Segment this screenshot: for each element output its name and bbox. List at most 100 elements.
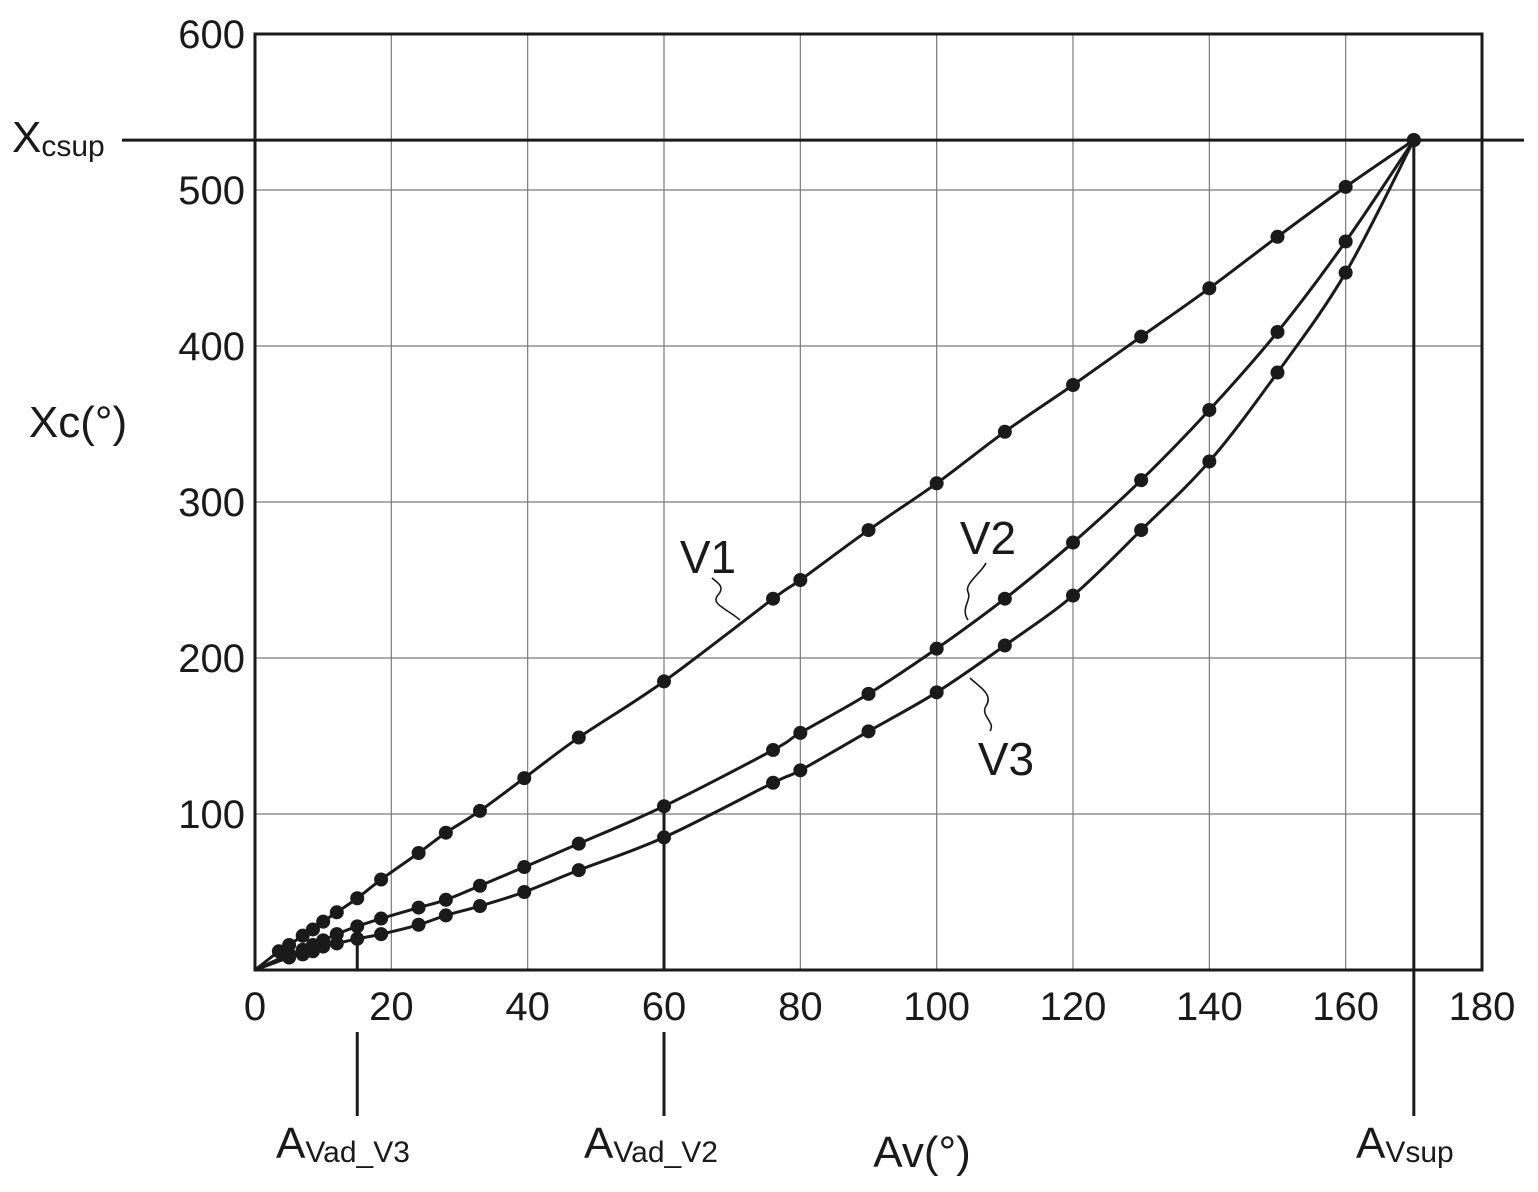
leader-v1 — [711, 577, 741, 621]
data-point-v2-8 — [411, 900, 426, 915]
y-tick-label-100: 100 — [178, 793, 245, 837]
series-layer — [254, 133, 1421, 972]
data-point-v3-22 — [1270, 365, 1285, 380]
data-point-v1-20 — [1066, 378, 1080, 392]
data-point-v1-8 — [374, 872, 389, 887]
grid-lines — [255, 34, 1482, 970]
avad-v3-sub: Vad_V3 — [305, 1136, 410, 1169]
data-point-v2-18 — [997, 591, 1012, 606]
leader-v2 — [964, 562, 987, 621]
data-point-v1-24 — [1338, 179, 1353, 194]
data-point-v2-22 — [1270, 324, 1285, 339]
y-tick-label-600: 600 — [178, 13, 245, 57]
x-tick-label-180: 180 — [1449, 985, 1516, 1029]
data-point-v3-18 — [997, 638, 1012, 653]
data-point-v2-17 — [929, 641, 944, 656]
data-point-v3-4 — [316, 939, 331, 954]
data-point-v2-6 — [350, 919, 365, 934]
x-tick-label-140: 140 — [1176, 985, 1243, 1029]
data-point-v1-12 — [517, 771, 532, 786]
plot-frame — [253, 32, 1484, 972]
data-point-v3-20 — [1134, 523, 1149, 538]
data-point-v1-15 — [766, 591, 781, 606]
data-point-v3-1 — [282, 950, 297, 965]
data-point-v1-5 — [316, 914, 331, 929]
xcsup-label: Xcsup — [12, 113, 105, 163]
data-point-v2-9 — [438, 892, 453, 907]
x-tick-label-60: 60 — [642, 985, 687, 1029]
series-label-v1: V1 — [680, 531, 736, 583]
data-point-v3-11 — [517, 885, 532, 899]
avad-v2-sub: Vad_V2 — [613, 1136, 718, 1169]
data-point-v1-14 — [657, 674, 671, 689]
data-point-v2-23 — [1338, 234, 1353, 249]
data-point-v1-22 — [1202, 281, 1217, 296]
x-tick-label-80: 80 — [778, 985, 823, 1029]
data-point-v1-7 — [350, 891, 365, 906]
data-point-v3-5 — [329, 936, 344, 951]
plot-border — [253, 32, 1484, 972]
avad-v3-main: A — [276, 1119, 306, 1168]
x-tick-label-0: 0 — [244, 985, 266, 1029]
data-point-v1-19 — [997, 424, 1012, 439]
data-point-v3-15 — [793, 763, 808, 778]
data-point-v2-7 — [374, 911, 389, 926]
data-point-v1-13 — [571, 730, 586, 745]
avad-v3-label: AVad_V3 — [276, 1119, 410, 1169]
series-label-v2: V2 — [960, 512, 1016, 564]
data-point-v3-9 — [438, 908, 453, 923]
avsup-main: A — [1356, 1119, 1386, 1168]
data-point-v3-17 — [929, 685, 944, 700]
data-point-v2-14 — [766, 743, 781, 758]
avad-v2-label: AVad_V2 — [584, 1119, 718, 1169]
data-point-v1-10 — [438, 825, 453, 840]
data-point-v1-17 — [861, 523, 876, 538]
data-point-v1-18 — [929, 476, 944, 491]
avad-v2-main: A — [584, 1119, 614, 1168]
series-line-v1 — [254, 138, 1415, 972]
data-point-v3-7 — [374, 927, 389, 942]
data-point-v3-23 — [1338, 265, 1353, 280]
data-point-v3-6 — [350, 931, 365, 946]
data-point-v3-14 — [766, 775, 781, 790]
data-point-v1-9 — [411, 846, 426, 860]
data-point-v3-16 — [861, 724, 876, 739]
data-point-v2-20 — [1134, 473, 1149, 488]
data-point-v3-8 — [411, 917, 426, 932]
x-axis-label: Av(°) — [873, 1128, 970, 1177]
y-tick-label-500: 500 — [178, 169, 245, 213]
avsup-label: AVsup — [1356, 1119, 1454, 1169]
data-point-v3-13 — [657, 830, 671, 845]
x-tick-label-40: 40 — [505, 985, 550, 1029]
data-point-v1-3 — [295, 928, 310, 943]
data-point-v1-16 — [793, 573, 808, 587]
y-tick-label-200: 200 — [178, 637, 245, 681]
data-point-v2-10 — [472, 878, 487, 893]
x-tick-label-100: 100 — [903, 985, 970, 1029]
y-tick-label-400: 400 — [178, 325, 245, 369]
xcsup-sub: csup — [41, 130, 104, 163]
data-point-v1-21 — [1134, 329, 1149, 344]
tick-labels: 0 20 40 60 80 100 120 140 160 180 100 200 300 400 500 6… — [178, 13, 1515, 1029]
data-point-v3-19 — [1066, 588, 1080, 603]
data-point-v1-11 — [472, 803, 487, 818]
data-point-v1-6 — [329, 905, 344, 920]
data-point-v1-4 — [305, 922, 320, 937]
xcsup-main: X — [12, 113, 41, 162]
data-point-v2-11 — [517, 860, 532, 875]
data-point-v1-23 — [1270, 229, 1285, 244]
data-point-v3-21 — [1202, 454, 1217, 469]
x-tick-label-120: 120 — [1040, 985, 1107, 1029]
data-point-v2-15 — [793, 725, 808, 740]
avsup-sub: Vsup — [1385, 1136, 1453, 1169]
data-point-v2-12 — [571, 836, 586, 851]
data-point-v2-16 — [861, 686, 876, 701]
data-point-v3-24 — [1406, 133, 1421, 148]
data-point-v2-21 — [1202, 402, 1217, 417]
x-tick-label-20: 20 — [369, 985, 414, 1029]
series-label-v3: V3 — [978, 733, 1034, 785]
data-point-v2-19 — [1066, 535, 1080, 550]
data-point-v2-13 — [657, 799, 671, 814]
y-axis-label: Xc(°) — [29, 398, 127, 447]
